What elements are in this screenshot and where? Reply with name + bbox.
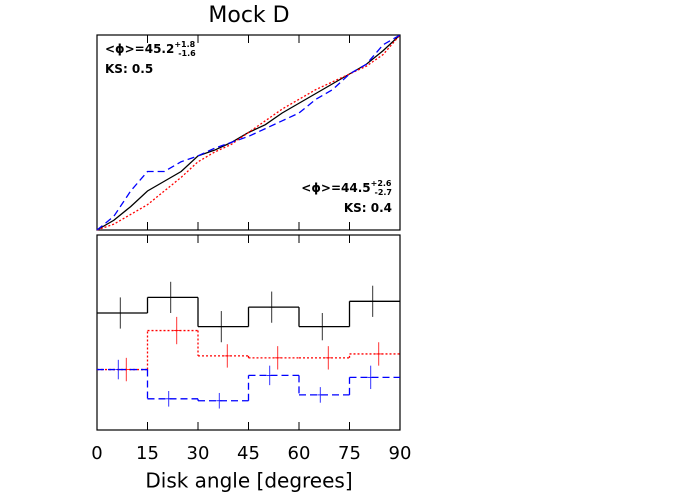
annotation-sub: -2.7 [375, 188, 393, 197]
annotation: <ϕ>=45.2+1.8 -1.6 [105, 40, 196, 58]
annotation-text: <ϕ>=45.2 [105, 42, 174, 56]
annotation-text: KS: 0.4 [344, 201, 392, 215]
x-tick-label: 30 [187, 443, 210, 464]
x-axis-label: Disk angle [degrees] [145, 469, 352, 493]
x-tick-label: 45 [237, 443, 260, 464]
x-tick-label: 15 [136, 443, 159, 464]
annotation-text: KS: 0.5 [105, 62, 153, 76]
annotation-sub: -1.6 [178, 49, 196, 58]
annotation: <ϕ>=44.5+2.6 -2.7 [301, 179, 392, 197]
x-tick-label: 60 [288, 443, 311, 464]
chart-title: Mock D [208, 3, 289, 28]
cdf-line [96, 34, 401, 231]
annotation-sup: +2.6 [371, 179, 392, 188]
annotation-sup: +1.8 [174, 40, 195, 49]
x-tick-label: 0 [91, 443, 102, 464]
annotation-text: <ϕ>=44.5 [301, 181, 370, 195]
x-tick-label: 75 [338, 443, 361, 464]
x-tick-label: 90 [389, 443, 412, 464]
cdf-line [96, 34, 401, 231]
annotation: KS: 0.5 [105, 62, 153, 76]
annotation: KS: 0.4 [344, 201, 392, 215]
